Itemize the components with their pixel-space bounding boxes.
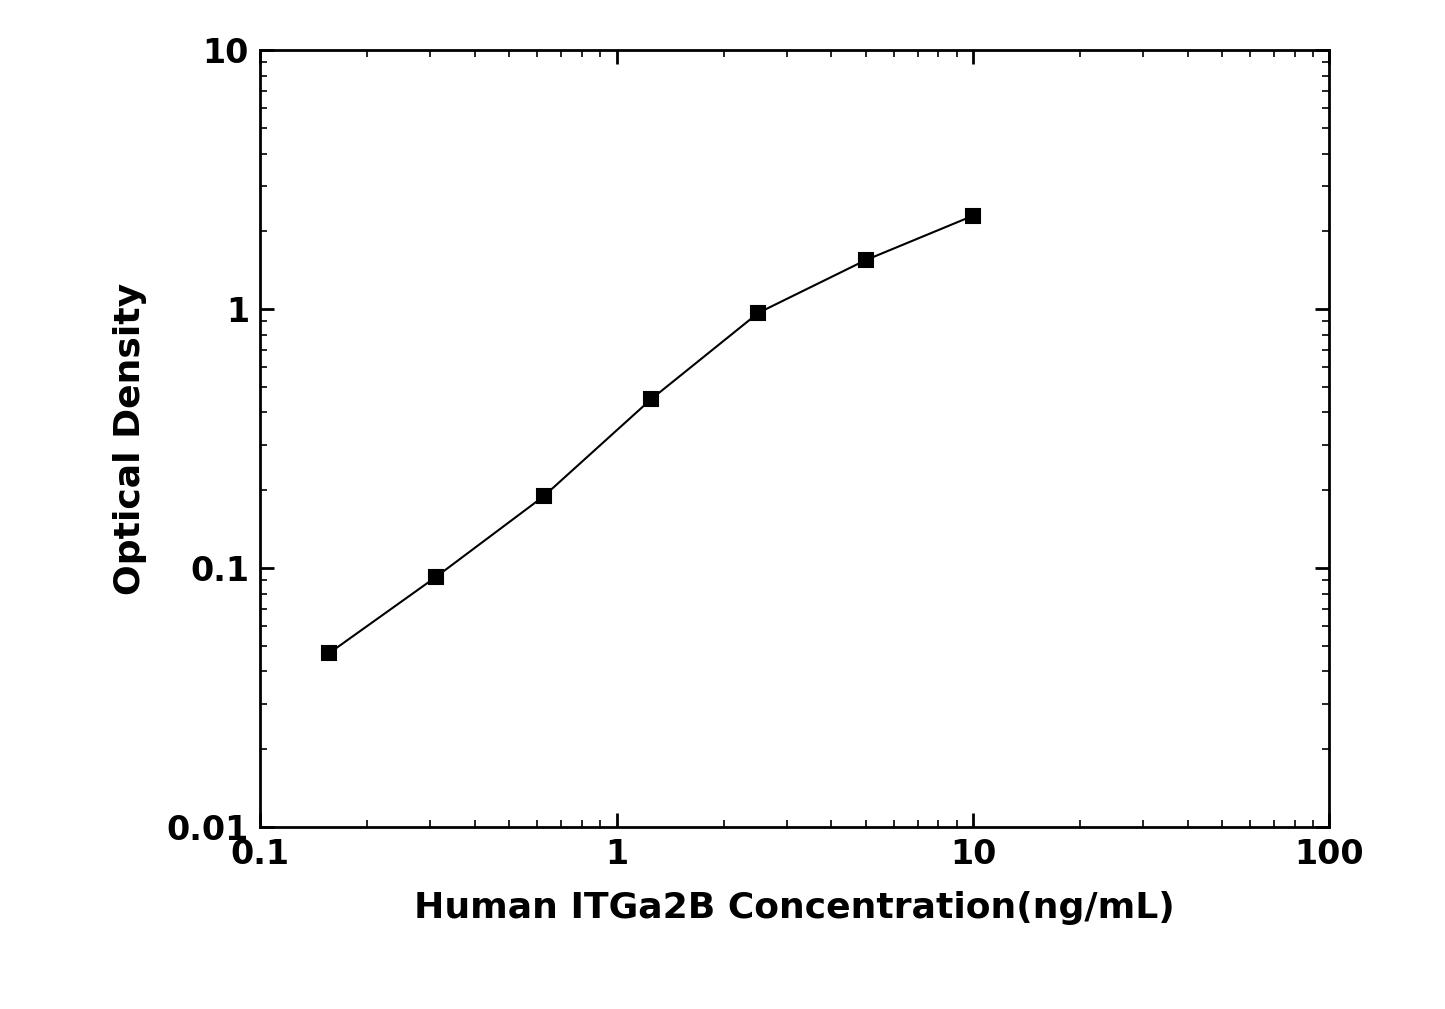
X-axis label: Human ITGa2B Concentration(ng/mL): Human ITGa2B Concentration(ng/mL) — [415, 891, 1175, 925]
Y-axis label: Optical Density: Optical Density — [113, 283, 147, 595]
